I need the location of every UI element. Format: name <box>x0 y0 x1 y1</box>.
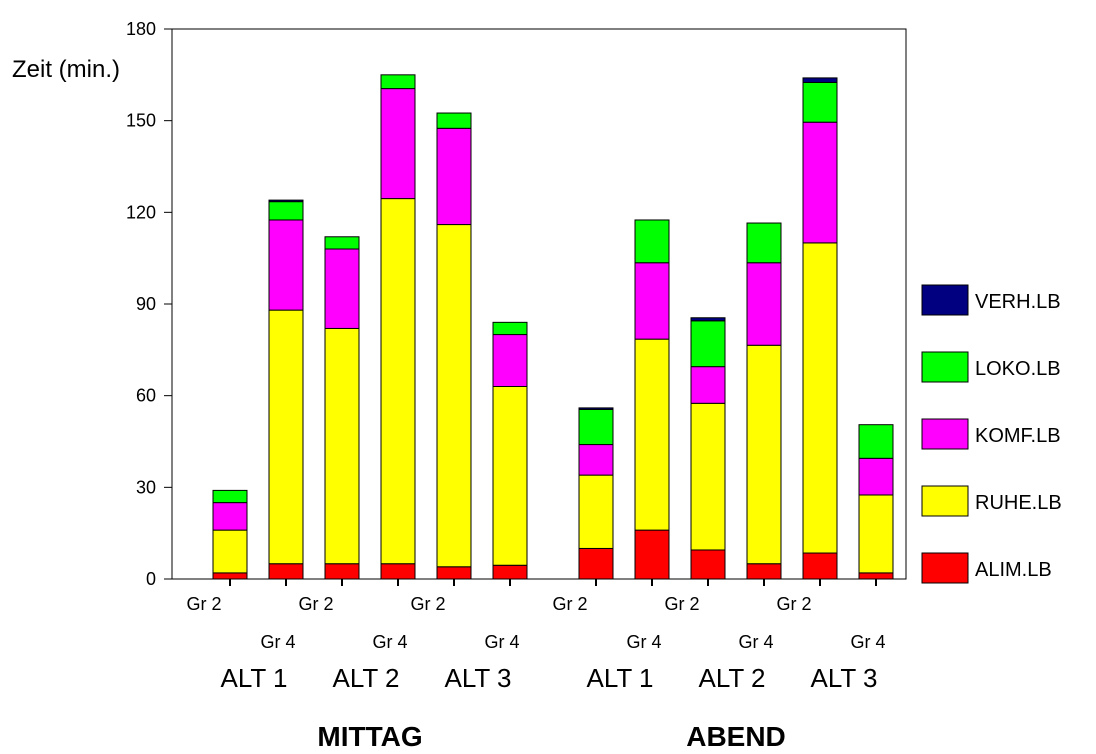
bar-segment-ruhe-lb <box>802 242 838 554</box>
y-tick-label: 60 <box>136 386 156 406</box>
bar-segment-komf-lb <box>436 127 472 226</box>
legend-swatch-ruhe-lb <box>921 485 969 517</box>
y-tick-label: 180 <box>126 19 156 39</box>
legend: VERH.LB LOKO.LB KOMF.LB RUHE.LB ALIM.LB <box>921 284 1062 584</box>
bar-segment-loko-lb <box>492 321 528 336</box>
x-tick-label: Gr 4 <box>850 632 885 652</box>
section-label: MITTAG <box>317 721 422 752</box>
bar-segment-alim-lb <box>212 572 248 580</box>
x-axis: Gr 2Gr 4Gr 2Gr 4Gr 2Gr 4Gr 2Gr 4Gr 2Gr 4… <box>186 579 886 652</box>
bar-segment-loko-lb <box>268 201 304 221</box>
bar-segment-komf-lb <box>212 502 248 531</box>
bar-segment-komf-lb <box>858 457 894 496</box>
bar-segment-loko-lb <box>212 489 248 504</box>
bar-segment-ruhe-lb <box>746 344 782 565</box>
bar-segment-verh-lb <box>578 407 614 410</box>
legend-swatch-alim-lb <box>921 552 969 584</box>
bar-segment-loko-lb <box>858 424 894 459</box>
bar-segment-komf-lb <box>380 88 416 200</box>
bar-segment-alim-lb <box>324 563 360 580</box>
bar-segment-ruhe-lb <box>634 338 670 531</box>
bar-segment-komf-lb <box>324 248 360 329</box>
y-axis-label: Zeit (min.) <box>12 56 120 83</box>
bar-segment-verh-lb <box>268 199 304 203</box>
group-label: ALT 3 <box>445 663 512 693</box>
section-label: ABEND <box>686 721 786 752</box>
x-tick-label: Gr 2 <box>664 594 699 614</box>
x-tick-label: Gr 2 <box>410 594 445 614</box>
y-axis: 0 30 60 90 120 150 180 <box>126 19 172 589</box>
bar-segment-komf-lb <box>634 262 670 340</box>
x-tick-label: Gr 2 <box>776 594 811 614</box>
bar-segment-loko-lb <box>802 81 838 123</box>
x-tick-label: Gr 2 <box>186 594 221 614</box>
bar-segment-alim-lb <box>268 563 304 580</box>
bar-segment-ruhe-lb <box>436 224 472 568</box>
legend-label: RUHE.LB <box>975 492 1062 514</box>
bar-segment-alim-lb <box>746 563 782 580</box>
bar-segment-ruhe-lb <box>858 494 894 574</box>
bar-segment-komf-lb <box>746 262 782 346</box>
bar-segment-komf-lb <box>802 121 838 244</box>
bar-segment-loko-lb <box>746 222 782 264</box>
x-tick-label: Gr 4 <box>260 632 295 652</box>
legend-swatch-verh-lb <box>921 284 969 316</box>
y-tick-label: 150 <box>126 111 156 131</box>
bar-segment-alim-lb <box>858 572 894 580</box>
bar-segment-alim-lb <box>380 563 416 580</box>
x-tick-label: Gr 2 <box>298 594 333 614</box>
bar-segment-loko-lb <box>380 74 416 90</box>
bar-segment-ruhe-lb <box>690 402 726 551</box>
bar-segment-alim-lb <box>578 547 614 580</box>
x-tick-label: Gr 4 <box>738 632 773 652</box>
x-tick-label: Gr 4 <box>484 632 519 652</box>
group-label: ALT 3 <box>811 663 878 693</box>
x-tick-label: Gr 2 <box>552 594 587 614</box>
y-tick-label: 0 <box>146 569 156 589</box>
bar-segment-loko-lb <box>324 236 360 250</box>
bar-segment-loko-lb <box>634 219 670 264</box>
y-tick-label: 90 <box>136 294 156 314</box>
legend-swatch-loko-lb <box>921 351 969 383</box>
x-tick-label: Gr 4 <box>372 632 407 652</box>
bar-segment-alim-lb <box>690 549 726 580</box>
bar-segment-loko-lb <box>690 320 726 368</box>
bar-segment-alim-lb <box>436 566 472 580</box>
x-tick-label: Gr 4 <box>626 632 661 652</box>
group-label: ALT 1 <box>587 663 654 693</box>
bar-segment-ruhe-lb <box>578 474 614 549</box>
y-tick-label: 120 <box>126 202 156 222</box>
bar-segment-alim-lb <box>802 552 838 580</box>
bar-segment-komf-lb <box>578 444 614 476</box>
bar-segment-loko-lb <box>436 112 472 129</box>
y-tick-label: 30 <box>136 477 156 497</box>
legend-label: VERH.LB <box>975 291 1061 313</box>
bars <box>212 74 894 580</box>
bar-segment-komf-lb <box>690 366 726 404</box>
group-label: ALT 1 <box>221 663 288 693</box>
bar-segment-alim-lb <box>492 564 528 580</box>
legend-label: ALIM.LB <box>975 559 1052 581</box>
bar-segment-verh-lb <box>690 317 726 322</box>
bar-segment-alim-lb <box>634 529 670 580</box>
bar-segment-komf-lb <box>268 219 304 311</box>
bar-segment-ruhe-lb <box>380 198 416 565</box>
group-label: ALT 2 <box>699 663 766 693</box>
bar-segment-komf-lb <box>492 334 528 387</box>
bar-segment-loko-lb <box>578 408 614 446</box>
group-labels: ALT 1 ALT 2 ALT 3 ALT 1 ALT 2 ALT 3 <box>221 663 878 693</box>
bar-segment-ruhe-lb <box>268 309 304 565</box>
bar-segment-ruhe-lb <box>492 386 528 566</box>
bar-segment-ruhe-lb <box>212 529 248 574</box>
legend-swatch-komf-lb <box>921 418 969 450</box>
legend-label: LOKO.LB <box>975 358 1061 380</box>
bar-segment-verh-lb <box>802 77 838 83</box>
group-label: ALT 2 <box>333 663 400 693</box>
section-labels: MITTAG ABEND <box>317 721 785 752</box>
legend-label: KOMF.LB <box>975 425 1061 447</box>
bar-segment-ruhe-lb <box>324 327 360 565</box>
